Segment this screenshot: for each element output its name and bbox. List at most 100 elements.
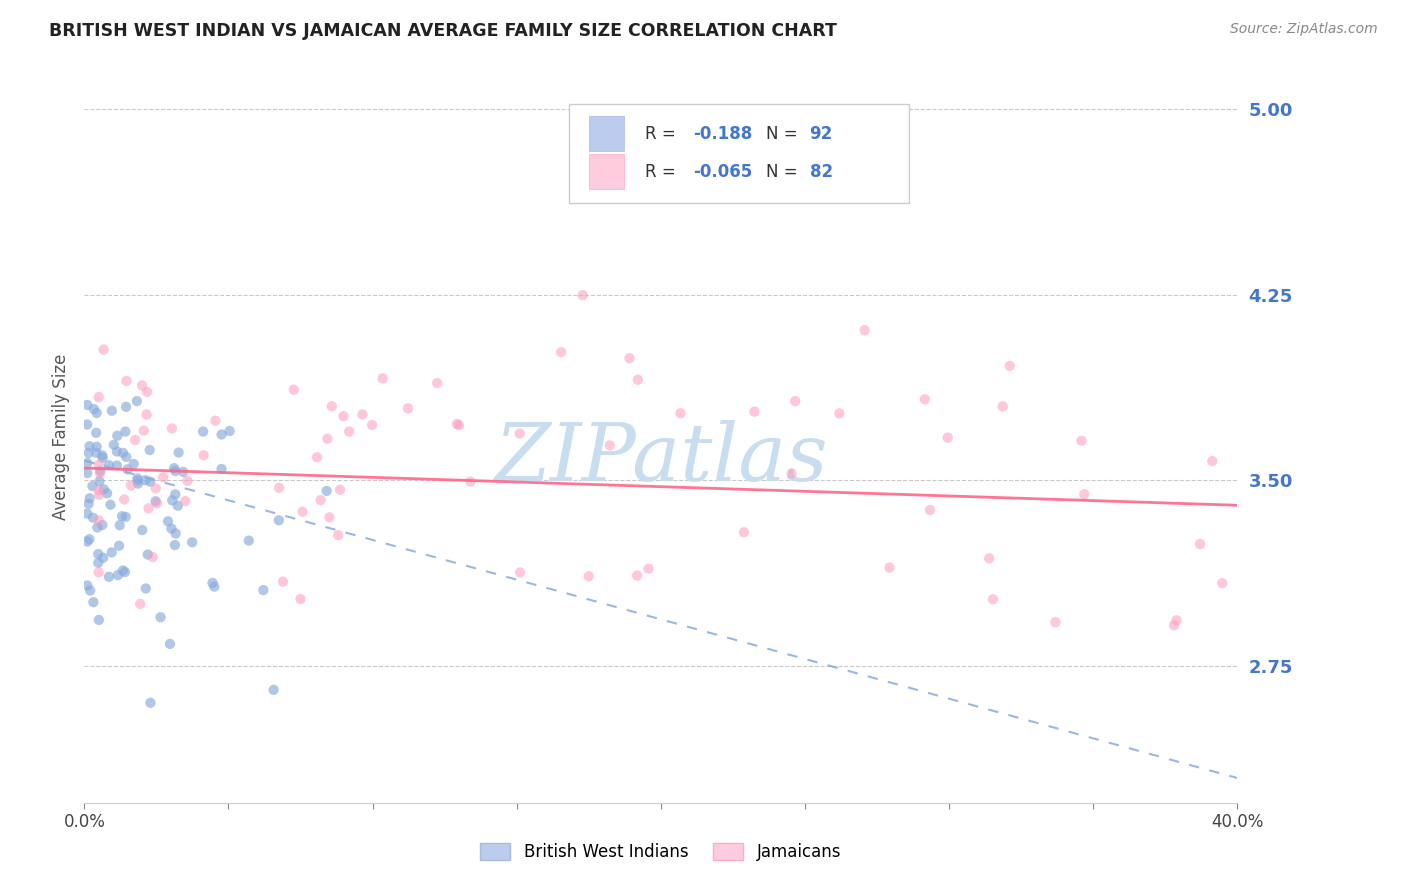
Point <box>79 583 101 598</box>
Point <box>101 403 124 417</box>
Point <box>112 492 135 507</box>
Point <box>105 444 128 458</box>
Legend: British West Indians, Jamaicans: British West Indians, Jamaicans <box>474 836 848 868</box>
Point <box>86 520 108 534</box>
Point <box>86 440 108 454</box>
Point <box>991 400 1014 414</box>
Point <box>87 547 110 561</box>
Point <box>83 402 105 417</box>
Point <box>138 442 160 457</box>
Point <box>124 433 146 447</box>
Point <box>193 448 215 462</box>
Point <box>166 499 188 513</box>
Text: -0.065: -0.065 <box>693 162 752 180</box>
Point <box>76 578 98 592</box>
Point <box>157 514 180 528</box>
Text: R =: R = <box>645 162 681 180</box>
Point <box>111 446 134 460</box>
Point <box>290 592 312 607</box>
Point <box>202 580 225 594</box>
Point <box>91 450 114 465</box>
Point <box>135 582 157 596</box>
Point <box>103 438 125 452</box>
Point <box>167 445 190 459</box>
Point <box>163 461 186 475</box>
Point <box>76 456 98 470</box>
Point <box>77 446 100 460</box>
Point <box>1073 487 1095 501</box>
Point <box>138 501 160 516</box>
Point <box>131 378 153 392</box>
Point <box>979 551 1001 566</box>
Point <box>309 493 332 508</box>
Text: ZIPatlas: ZIPatlas <box>494 420 828 498</box>
Point <box>93 483 115 497</box>
Point <box>627 373 650 387</box>
Point <box>91 550 114 565</box>
Point <box>136 548 159 562</box>
Point <box>238 533 260 548</box>
Point <box>139 475 162 489</box>
Point <box>111 564 134 578</box>
Point <box>87 613 110 627</box>
Point <box>1211 576 1233 591</box>
Point <box>142 549 165 564</box>
Point <box>76 534 98 549</box>
Point <box>174 494 197 508</box>
Point <box>111 509 134 524</box>
Point <box>332 409 354 424</box>
Point <box>76 398 98 412</box>
Point <box>149 610 172 624</box>
Point <box>744 404 766 418</box>
Text: R =: R = <box>645 125 681 143</box>
Point <box>127 471 149 485</box>
Point <box>87 458 110 472</box>
Text: 92: 92 <box>810 125 832 143</box>
Point <box>828 406 851 420</box>
Point <box>82 510 104 524</box>
Point <box>115 450 138 464</box>
Point <box>145 494 167 508</box>
Point <box>160 493 183 508</box>
Point <box>321 399 343 413</box>
Point <box>160 522 183 536</box>
Point <box>269 481 291 495</box>
Point <box>152 470 174 484</box>
Point <box>211 427 233 442</box>
Point <box>131 523 153 537</box>
Point <box>267 513 290 527</box>
Point <box>446 417 468 431</box>
Point <box>181 535 204 549</box>
Point <box>76 466 98 480</box>
Point <box>1070 434 1092 448</box>
Point <box>76 507 98 521</box>
Point <box>1166 613 1188 627</box>
Point <box>305 450 328 465</box>
Point <box>460 475 482 489</box>
Point <box>89 467 111 481</box>
Point <box>785 394 807 409</box>
Point <box>998 359 1021 373</box>
Text: -0.188: -0.188 <box>693 125 752 143</box>
Point <box>84 425 107 440</box>
Point <box>853 323 876 337</box>
Y-axis label: Average Family Size: Average Family Size <box>52 354 70 520</box>
Point <box>509 426 531 441</box>
Point <box>108 518 131 533</box>
Point <box>139 696 162 710</box>
Point <box>509 566 531 580</box>
Point <box>86 406 108 420</box>
Point <box>578 569 600 583</box>
Text: BRITISH WEST INDIAN VS JAMAICAN AVERAGE FAMILY SIZE CORRELATION CHART: BRITISH WEST INDIAN VS JAMAICAN AVERAGE … <box>49 22 837 40</box>
Point <box>733 525 755 540</box>
Point <box>1189 537 1212 551</box>
Point <box>108 539 131 553</box>
Point <box>599 438 621 452</box>
Point <box>316 432 339 446</box>
FancyBboxPatch shape <box>589 116 624 151</box>
Point <box>191 425 214 439</box>
Point <box>165 487 187 501</box>
Point <box>87 556 110 570</box>
Point <box>115 400 138 414</box>
Point <box>136 384 159 399</box>
